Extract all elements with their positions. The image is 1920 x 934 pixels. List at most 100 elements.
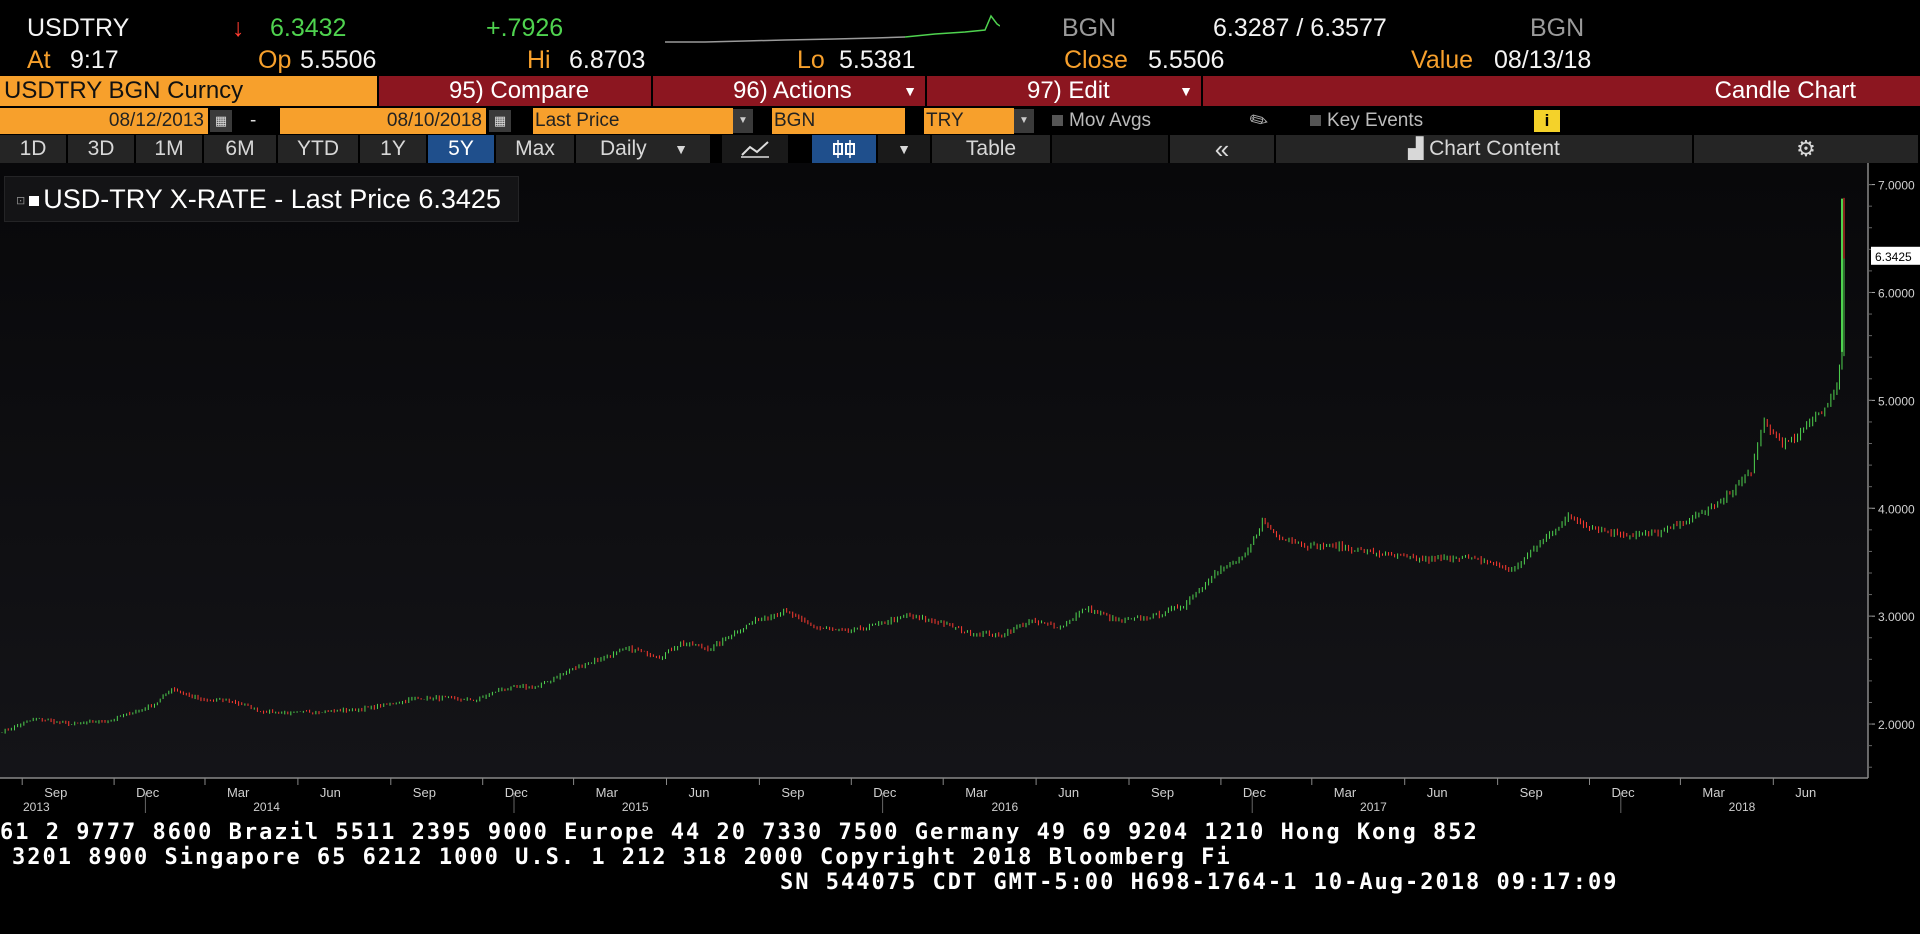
checkbox[interactable]: [1052, 115, 1063, 127]
x-month-label: Dec: [873, 785, 897, 800]
key-events-toggle[interactable]: Key Events: [1310, 108, 1423, 134]
price-chart[interactable]: 2.0000 3.0000 4.0000 5.0000 6.0000 7.0000 6.34…: [0, 163, 1920, 816]
chevron-down-icon[interactable]: ▼: [1014, 109, 1034, 133]
last-price: 6.3432: [270, 14, 347, 42]
bid-ask: 6.3287 / 6.3577: [1213, 14, 1387, 42]
table-button[interactable]: Table: [932, 135, 1052, 163]
x-year-label: 2016: [991, 800, 1018, 814]
value-label: Value: [1411, 46, 1474, 74]
range-1m-button[interactable]: 1M: [136, 135, 204, 163]
value-date: 08/13/18: [1494, 46, 1592, 74]
y-tick-label: 7.0000: [1878, 179, 1915, 193]
range-1y-button[interactable]: 1Y: [360, 135, 428, 163]
legend-series-value: 6.3425: [418, 184, 501, 214]
high-label: Hi: [527, 46, 551, 74]
source-input[interactable]: BGN: [772, 108, 905, 134]
chart-content-button[interactable]: ▟ Chart Content: [1276, 135, 1694, 163]
collapse-icon[interactable]: «: [1170, 135, 1276, 163]
x-month-label: Mar: [1702, 785, 1725, 800]
edit-menu[interactable]: 97) Edit ▼: [927, 76, 1201, 106]
checkbox[interactable]: [1310, 115, 1321, 127]
y-tick-label: 3.0000: [1878, 610, 1915, 624]
close-label: Close: [1064, 46, 1128, 74]
last-price-marker: [1871, 246, 1920, 265]
security-field[interactable]: USDTRY BGN Curncy: [0, 76, 377, 106]
x-month-label: Jun: [688, 785, 709, 800]
line-chart-icon[interactable]: [722, 135, 790, 163]
at-label: At: [27, 46, 51, 74]
legend-series-name: USD-TRY X-RATE - Last Price: [43, 184, 411, 214]
range-max-button[interactable]: Max: [496, 135, 576, 163]
x-month-label: Sep: [1520, 785, 1543, 800]
start-date-input[interactable]: 08/12/2013: [0, 108, 208, 134]
x-year-label: 2017: [1360, 800, 1387, 814]
y-tick-label: 2.0000: [1878, 718, 1915, 732]
x-month-label: Jun: [320, 785, 341, 800]
x-month-label: Mar: [965, 785, 988, 800]
period-label: Daily: [600, 137, 647, 160]
low-label: Lo: [797, 46, 825, 74]
x-year-label: 2015: [622, 800, 649, 814]
candle-chart-icon[interactable]: [812, 135, 878, 163]
chart-content-icon: ▟: [1408, 138, 1430, 160]
range-ytd-button[interactable]: YTD: [278, 135, 360, 163]
x-month-label: Mar: [1334, 785, 1357, 800]
x-year-label: 2014: [253, 800, 280, 814]
field-select[interactable]: Last Price: [533, 108, 733, 134]
plot-area: [0, 163, 1868, 778]
ask-source: BGN: [1530, 14, 1585, 42]
chart-legend[interactable]: ⊡ USD-TRY X-RATE - Last Price 6.3425: [4, 176, 519, 222]
gear-icon[interactable]: ⚙: [1694, 135, 1920, 163]
x-month-label: Sep: [1151, 785, 1174, 800]
pencil-icon[interactable]: ✎: [1244, 105, 1274, 137]
down-arrow-icon: ↓: [232, 14, 245, 42]
currency-select[interactable]: TRY: [924, 108, 1014, 134]
low-value: 5.5381: [839, 46, 916, 74]
date-range-dash: -: [250, 110, 257, 131]
chevron-down-icon[interactable]: ▼: [733, 109, 753, 133]
bid-source: BGN: [1062, 14, 1117, 42]
ticker-symbol: USDTRY: [27, 14, 130, 42]
at-value: 9:17: [70, 46, 119, 74]
y-tick-label: 5.0000: [1878, 394, 1915, 408]
edit-label: 97) Edit: [1027, 77, 1110, 104]
compare-button[interactable]: 95) Compare: [379, 76, 651, 106]
period-select[interactable]: Daily ▼: [576, 135, 712, 163]
end-date-input[interactable]: 08/10/2018: [280, 108, 486, 134]
chart-type-title[interactable]: Candle Chart: [1203, 76, 1920, 106]
legend-collapse-icon[interactable]: ⊡: [16, 194, 26, 207]
calendar-icon[interactable]: ▦: [210, 110, 232, 132]
actions-menu[interactable]: 96) Actions ▼: [653, 76, 925, 106]
y-tick-label: 4.0000: [1878, 502, 1915, 516]
chevron-down-icon: ▼: [903, 83, 917, 99]
info-icon[interactable]: i: [1534, 110, 1560, 132]
last-price-marker-label: 6.3425: [1875, 250, 1912, 264]
mov-avgs-toggle[interactable]: Mov Avgs: [1052, 108, 1151, 134]
chart-style-dropdown-icon[interactable]: ▼: [878, 135, 932, 163]
chevron-down-icon: ▼: [674, 141, 688, 157]
range-1d-button[interactable]: 1D: [0, 135, 68, 163]
series-color-swatch: [29, 195, 40, 206]
actions-label: 96) Actions: [733, 77, 852, 104]
chart-content-label: Chart Content: [1429, 137, 1560, 160]
range-3d-button[interactable]: 3D: [68, 135, 136, 163]
range-6m-button[interactable]: 6M: [204, 135, 278, 163]
x-month-label: Mar: [596, 785, 619, 800]
x-month-label: Sep: [44, 785, 67, 800]
open-value: 5.5506: [300, 46, 377, 74]
mov-avgs-label: Mov Avgs: [1069, 110, 1152, 131]
x-month-label: Dec: [136, 785, 160, 800]
x-month-label: Dec: [505, 785, 529, 800]
x-year-label: 2018: [1729, 800, 1756, 814]
x-month-label: Sep: [413, 785, 436, 800]
compare-label: 95) Compare: [449, 77, 590, 104]
x-month-label: Jun: [1058, 785, 1079, 800]
range-5y-button[interactable]: 5Y: [428, 135, 496, 163]
calendar-icon[interactable]: ▦: [489, 110, 511, 132]
x-month-label: Dec: [1612, 785, 1636, 800]
open-label: Op: [258, 46, 292, 74]
toolbar-spacer: [1052, 135, 1170, 163]
chevron-down-icon: ▼: [1179, 83, 1193, 99]
key-events-label: Key Events: [1327, 110, 1424, 131]
sparkline: [665, 14, 1000, 43]
